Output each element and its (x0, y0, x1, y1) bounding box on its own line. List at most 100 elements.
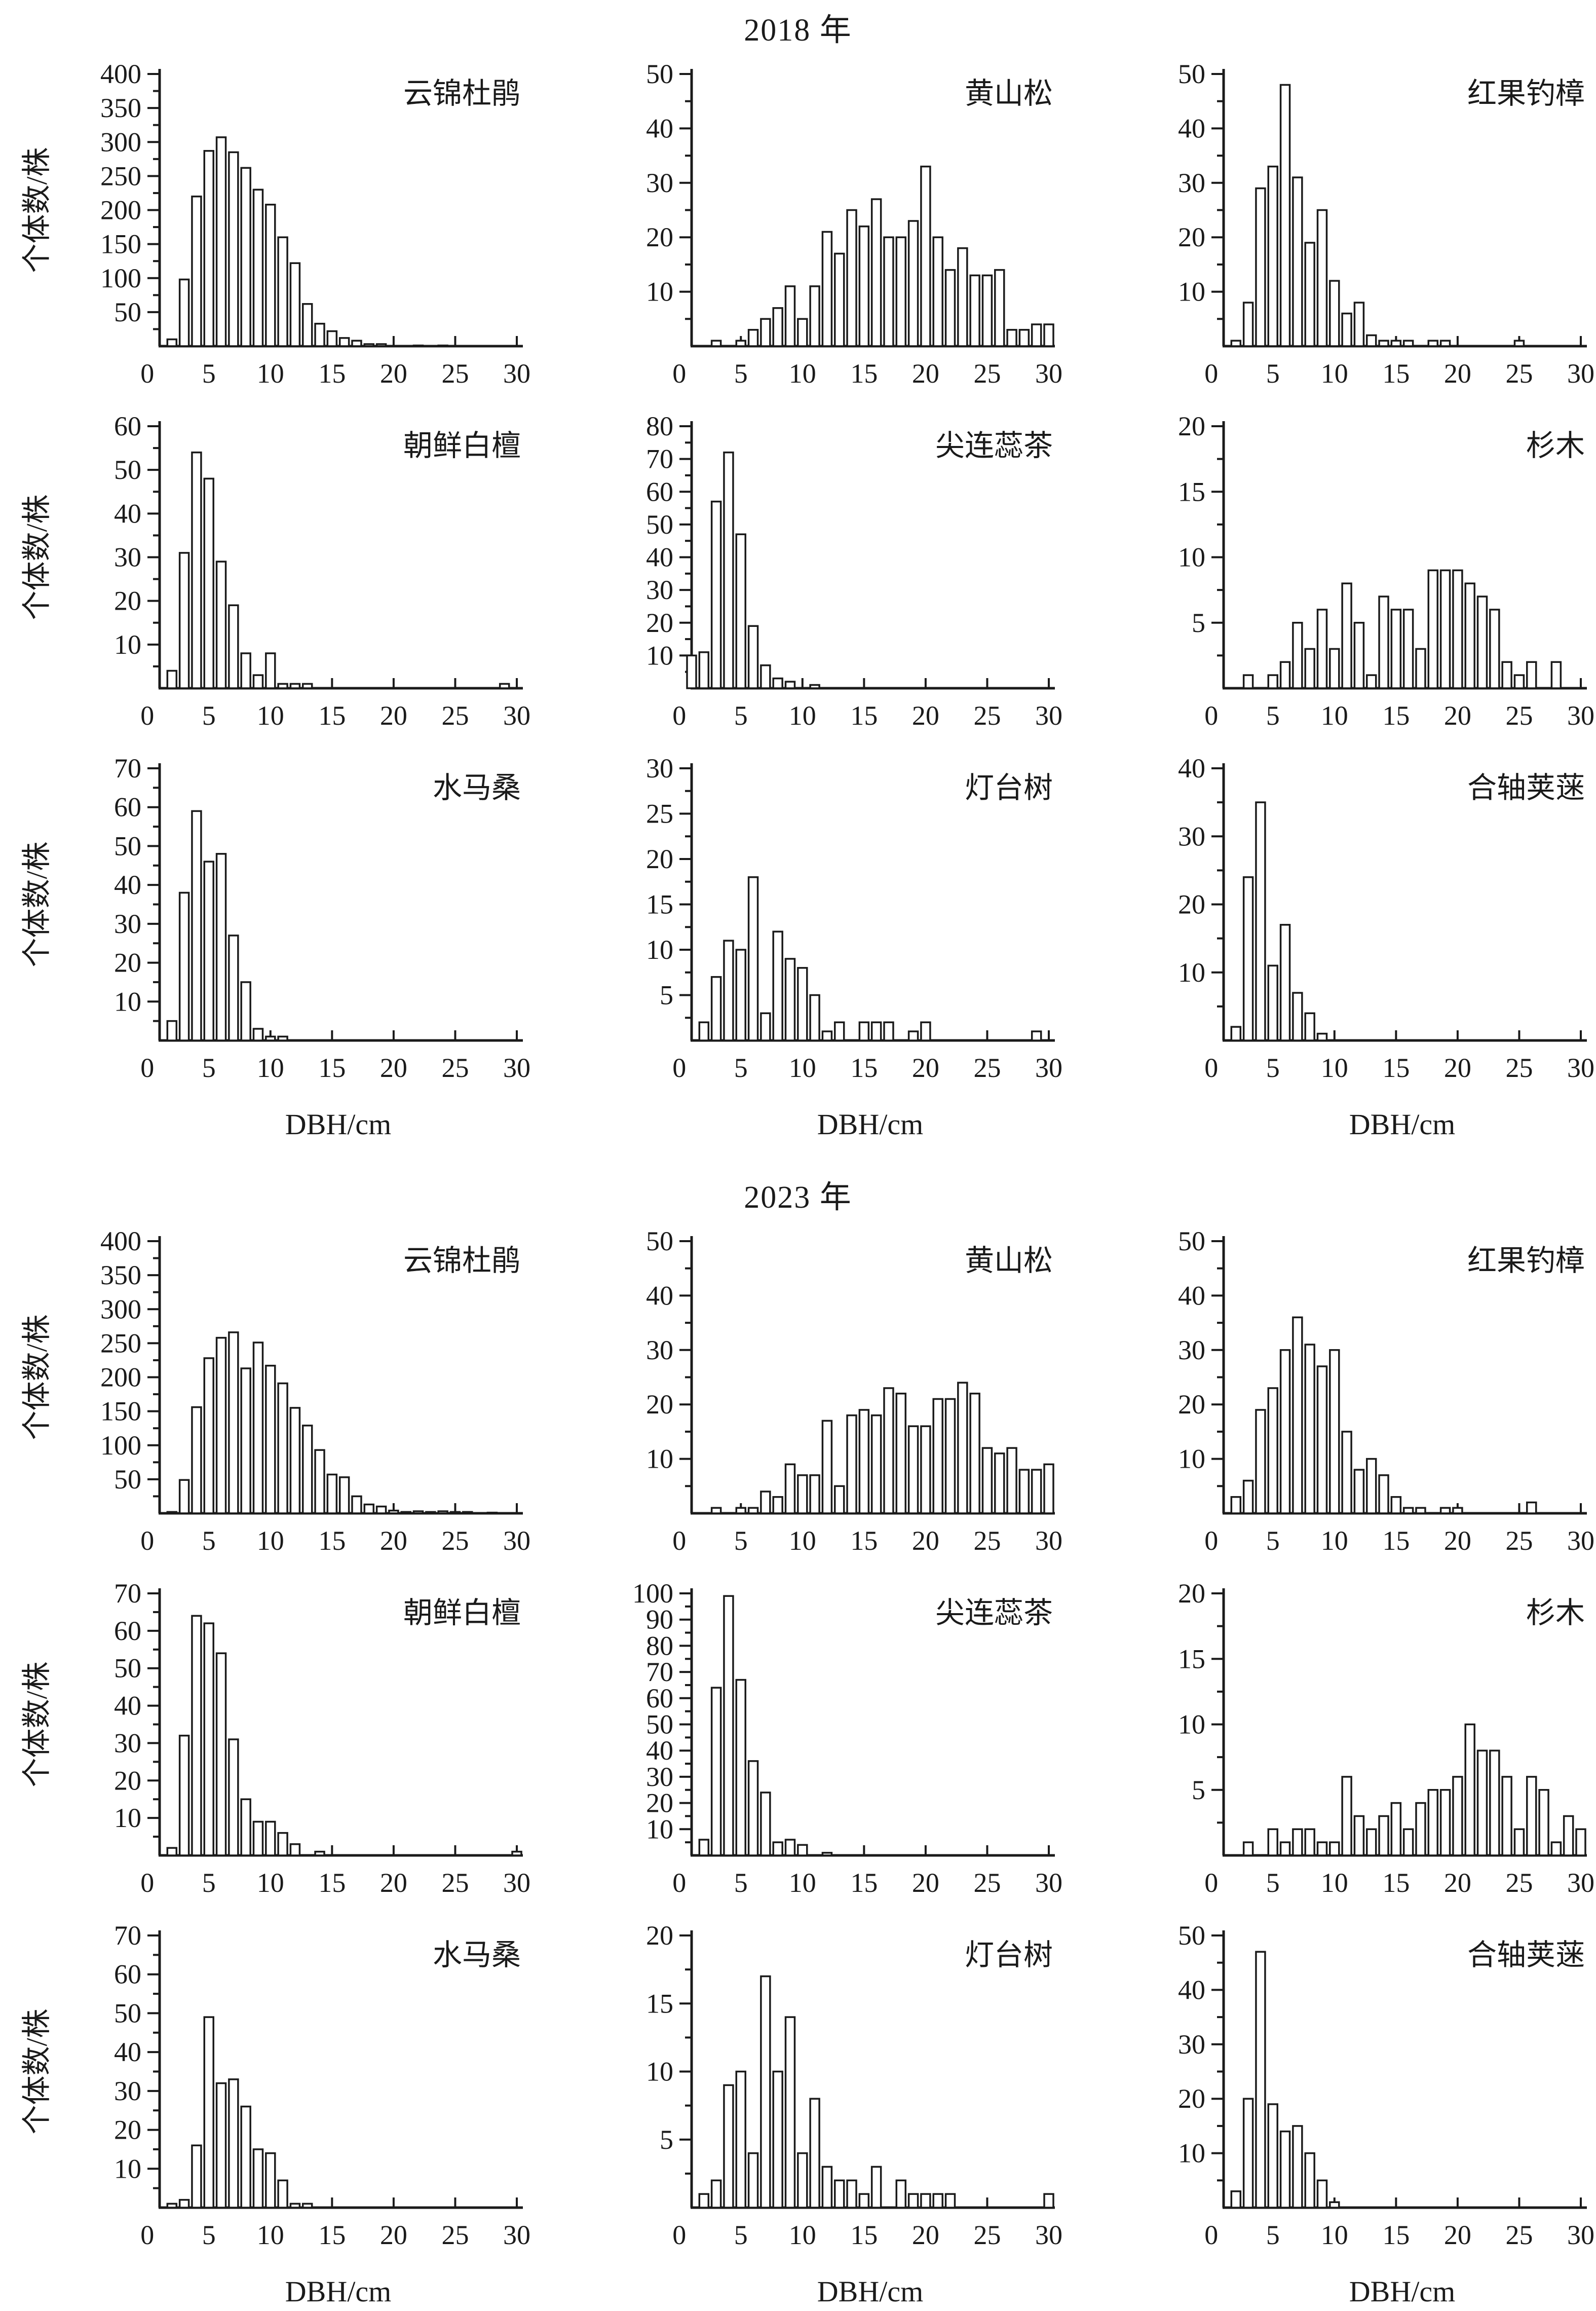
y-tick-label: 20 (646, 1788, 673, 1818)
bar (363, 343, 375, 347)
bar (1402, 1507, 1414, 1514)
x-tick-label: 10 (1321, 700, 1348, 731)
bar (747, 625, 759, 689)
bar (698, 1021, 710, 1041)
x-tick-label: 10 (257, 1868, 284, 1898)
bar (883, 1387, 894, 1514)
x-tick-label: 30 (503, 700, 530, 731)
bar (1563, 1815, 1574, 1856)
bar (215, 853, 227, 1041)
bar (301, 683, 313, 689)
bar (1353, 1815, 1365, 1856)
bar (228, 1738, 239, 1856)
bar (1230, 1496, 1242, 1514)
y-tick-label: 70 (114, 1920, 141, 1951)
bar (821, 1420, 833, 1514)
chart-cell-2018-尖连蕊茶: 10 20 30 40 50 60 70 80 0 5 10 15 20 25 30 尖连蕊茶 (532, 402, 1064, 744)
bar (1402, 1828, 1414, 1856)
y-tick-label: 20 (114, 1765, 141, 1796)
bar (1538, 1789, 1549, 1856)
chart-cell-2023-杉木: 5 10 15 20 0 5 10 15 20 25 30 杉木 (1064, 1569, 1596, 1911)
year-title-2018: 2018 年 (744, 13, 852, 48)
x-tick-label: 10 (789, 2220, 816, 2250)
bar (1242, 674, 1254, 689)
y-tick-label: 5 (660, 2124, 673, 2155)
chart-cell-2023-朝鲜白檀: 10 20 30 40 50 60 70 0 5 10 15 20 25 30 朝鲜白檀 个体数/株 (0, 1569, 532, 1911)
bar (326, 1473, 338, 1514)
chart-cell-2018-杉木: 5 10 15 20 0 5 10 15 20 25 30 杉木 (1064, 402, 1596, 744)
bar (240, 652, 251, 689)
x-tick-label: 15 (1382, 1868, 1410, 1898)
x-tick-label: 20 (380, 1868, 407, 1898)
bar (191, 810, 202, 1041)
x-tick-label: 10 (257, 1525, 284, 1556)
bar (1378, 1474, 1389, 1514)
bar (1513, 340, 1525, 347)
bar (1427, 340, 1439, 347)
bar (178, 2198, 190, 2209)
y-tick-label: 200 (100, 1362, 141, 1393)
bar (957, 1382, 968, 1514)
bar (277, 1035, 288, 1041)
y-tick-label: 10 (646, 935, 673, 965)
subplot-title: 尖连蕊茶 (935, 429, 1053, 462)
bar (833, 1021, 845, 1041)
bar (747, 329, 759, 347)
x-tick-label: 15 (850, 1525, 878, 1556)
x-tick-label: 25 (973, 1868, 1001, 1898)
y-tick-label: 30 (646, 168, 673, 198)
y-tick-label: 30 (114, 909, 141, 939)
bar (301, 303, 313, 347)
bar (747, 2152, 759, 2209)
y-axis-label: 个体数/株 (20, 2008, 53, 2134)
bar (437, 1510, 448, 1514)
bar (1353, 1469, 1365, 1514)
y-tick-label: 20 (1178, 222, 1205, 252)
x-tick-label: 10 (257, 2220, 284, 2250)
bar (772, 677, 783, 689)
y-tick-label: 60 (646, 476, 673, 507)
subplot-title: 黄山松 (965, 77, 1053, 110)
y-tick-label: 10 (646, 1814, 673, 1844)
chart-grid-2023: 50 100 150 200 250 300 350 400 0 5 10 15 20 25 30 云锦杜鹃个… (0, 1217, 1596, 2311)
x-tick-label: 30 (1035, 1053, 1062, 1083)
chart-2023-杉木: 5 10 15 20 0 5 10 15 20 25 30 杉木 (1178, 1578, 1594, 1898)
y-tick-label: 50 (114, 1464, 141, 1495)
x-tick-label: 10 (257, 700, 284, 731)
chart-cell-2018-红果钓樟: 10 20 30 40 50 0 5 10 15 20 25 30 红果钓樟 (1064, 50, 1596, 402)
bar (1267, 2103, 1278, 2209)
x-tick-label: 5 (734, 1525, 748, 1556)
y-tick-label: 50 (114, 1653, 141, 1684)
bar (191, 2144, 202, 2209)
bar (314, 1449, 325, 1514)
bar (203, 2016, 214, 2209)
bar (1279, 1349, 1291, 1514)
subplot-title: 杉木 (1526, 1596, 1585, 1629)
chart-grid-2018: 50 100 150 200 250 300 350 400 0 5 10 15 20 25 30 云锦杜鹃个… (0, 50, 1596, 1167)
x-tick-label: 20 (912, 2220, 939, 2250)
bar (1242, 876, 1254, 1041)
y-tick-label: 50 (114, 455, 141, 485)
x-axis-label: DBH/cm (817, 1108, 923, 1141)
y-axis-label: 个体数/株 (20, 1661, 53, 1787)
bar (957, 247, 968, 347)
bar (895, 1392, 907, 1514)
y-tick-label: 40 (646, 113, 673, 143)
y-tick-label: 50 (114, 831, 141, 861)
subplot-title: 尖连蕊茶 (935, 1596, 1053, 1629)
y-tick-label: 50 (646, 59, 673, 89)
x-tick-label: 10 (789, 1053, 816, 1083)
x-tick-label: 0 (140, 1868, 154, 1898)
bar (1476, 1749, 1488, 1856)
y-tick-label: 40 (1178, 113, 1205, 143)
bar (1242, 1841, 1254, 1856)
bar (1006, 329, 1017, 347)
y-axis-label: 个体数/株 (20, 1314, 53, 1440)
bar (1452, 1776, 1463, 1856)
x-tick-label: 15 (850, 1053, 878, 1083)
bar (1304, 1012, 1315, 1041)
bar (277, 236, 288, 347)
x-tick-label: 20 (912, 358, 939, 389)
bar (1452, 1507, 1463, 1514)
